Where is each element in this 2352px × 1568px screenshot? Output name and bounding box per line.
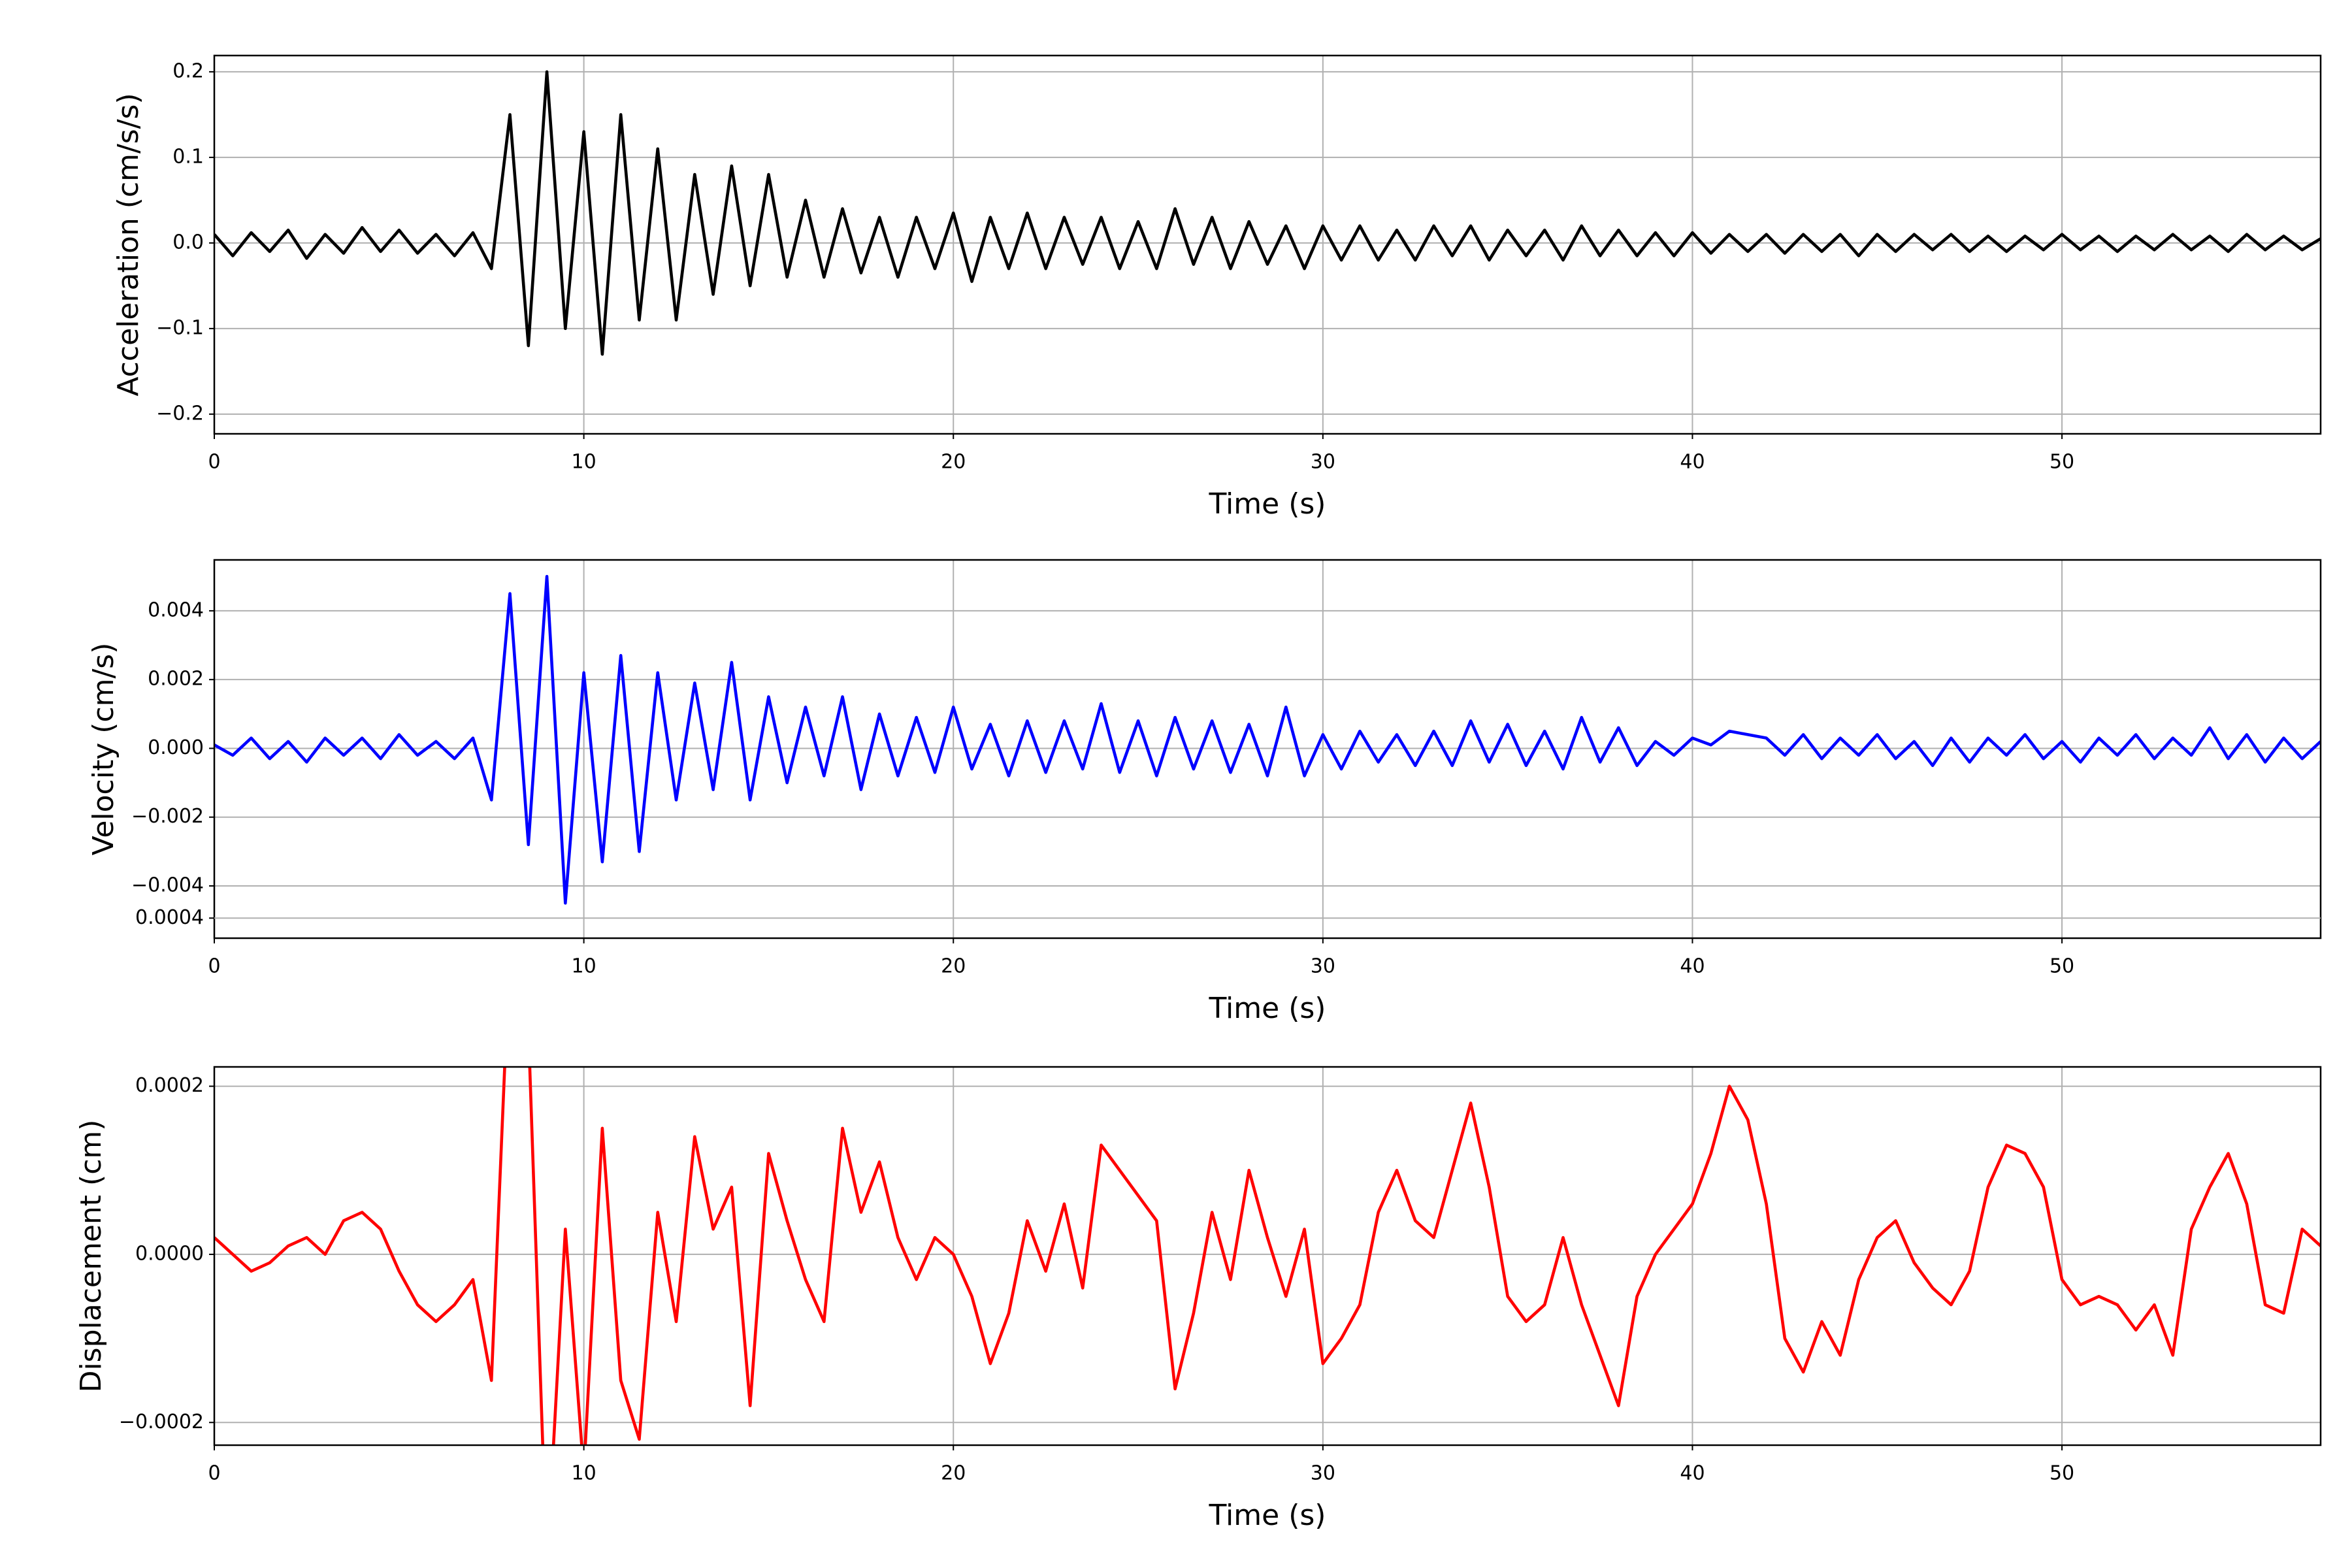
- y-axis-label: Acceleration (cm/s/s): [112, 93, 145, 396]
- y-tick-label: 0.0000: [135, 1242, 204, 1265]
- x-tick-label: 50: [2050, 1462, 2074, 1485]
- data-line: [214, 574, 2321, 905]
- plot-area: [214, 1067, 2321, 1445]
- x-axis-label: Time (s): [1209, 992, 1326, 1025]
- x-tick-label: 20: [941, 955, 966, 978]
- x-tick-label: 50: [2050, 451, 2074, 474]
- y-tick-label: −0.2: [156, 402, 204, 425]
- x-tick-label: 10: [572, 955, 596, 978]
- axes-frame: [213, 559, 2322, 939]
- data-line: [214, 70, 2321, 356]
- x-axis-label: Time (s): [1209, 1499, 1326, 1532]
- y-tick-label: −0.0002: [119, 1411, 204, 1433]
- x-tick-label: 30: [1311, 955, 1335, 978]
- x-tick-label: 10: [572, 451, 596, 474]
- y-tick-label: 0.002: [148, 668, 204, 691]
- y-tick-label: 0.1: [172, 145, 204, 168]
- y-tick-label: −0.002: [131, 805, 204, 828]
- x-tick-label: 50: [2050, 955, 2074, 978]
- y-axis-label: Velocity (cm/s): [87, 643, 120, 856]
- x-tick-label: 20: [941, 1462, 966, 1485]
- y-tick-label: 0.0004: [135, 906, 204, 929]
- plot-area: [214, 70, 2321, 356]
- x-tick-label: 20: [941, 451, 966, 474]
- x-tick-label: 30: [1311, 1462, 1335, 1485]
- y-tick-label: −0.1: [156, 316, 204, 339]
- y-tick-label: 0.2: [172, 59, 204, 82]
- x-tick-label: 10: [572, 1462, 596, 1485]
- x-tick-label: 40: [1680, 955, 1705, 978]
- data-line: [214, 1067, 2321, 1445]
- y-tick-label: −0.004: [131, 874, 204, 896]
- y-tick-label: 0.0: [172, 231, 204, 253]
- plot-area: [214, 574, 2321, 905]
- axes-frame: [213, 1066, 2322, 1446]
- y-axis-label: Displacement (cm): [74, 1120, 108, 1393]
- x-tick-label: 0: [208, 1462, 220, 1485]
- axes-frame: [213, 54, 2322, 435]
- y-tick-label: 0.004: [148, 598, 204, 621]
- x-tick-label: 40: [1680, 451, 1705, 474]
- x-tick-label: 0: [208, 955, 220, 978]
- x-axis-label: Time (s): [1209, 487, 1326, 521]
- y-tick-label: 0.000: [148, 736, 204, 759]
- x-tick-label: 0: [208, 451, 220, 474]
- x-tick-label: 30: [1311, 451, 1335, 474]
- y-tick-label: 0.0002: [135, 1074, 204, 1097]
- x-tick-label: 40: [1680, 1462, 1705, 1485]
